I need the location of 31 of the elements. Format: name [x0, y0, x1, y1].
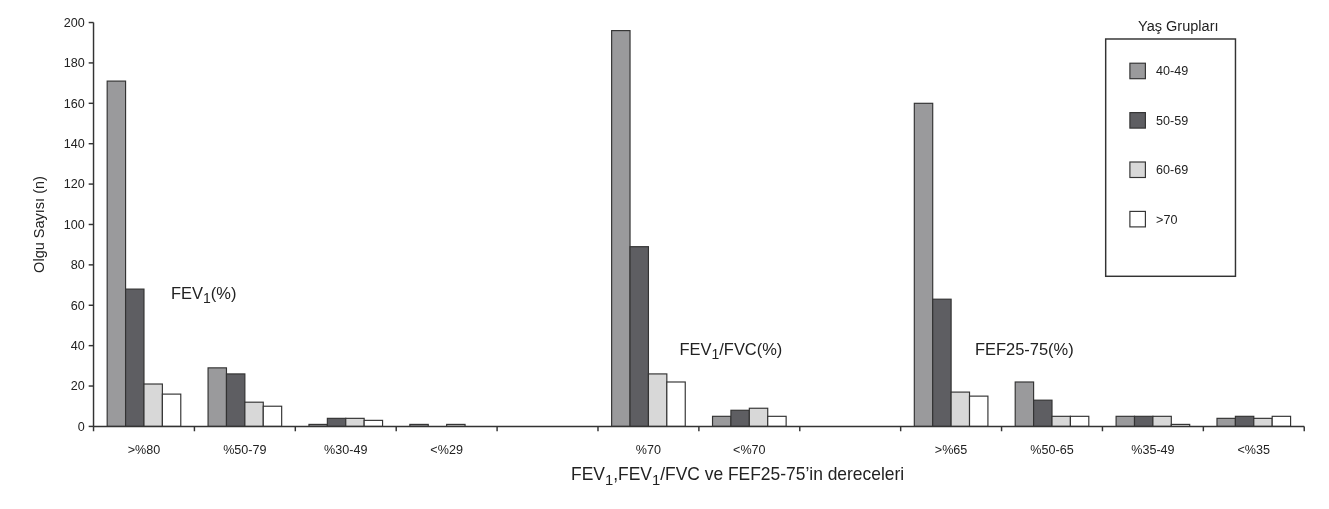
y-tick-label: 200	[63, 15, 85, 30]
x-tick-label: <%70	[733, 442, 766, 457]
legend-label: 50-59	[1156, 113, 1189, 128]
y-tick-label: 120	[63, 177, 85, 192]
annotation: FEV$_{1}$/FVC(%)	[679, 339, 783, 362]
x-axis-title: FEV$_{1}$,FEV$_{1}$/FVC ve FEF25-75’in dereceleri	[571, 463, 905, 488]
x-tick-label: <%35	[1237, 442, 1271, 457]
x-tick-label: <%29	[430, 442, 463, 457]
annotation: FEF25-75(%)	[974, 339, 1074, 358]
annotation: FEV$_{1}$(%)	[171, 283, 237, 306]
y-tick-label: 180	[63, 56, 85, 71]
legend-label: 40-49	[1156, 64, 1189, 79]
y-axis-title: Olgu Sayısı (n)	[31, 176, 48, 273]
y-tick-label: 60	[70, 298, 85, 313]
y-tick-label: 20	[70, 379, 85, 394]
y-tick-label: 80	[70, 258, 85, 273]
x-tick-label: %30-49	[324, 442, 368, 457]
y-tick-label: 40	[70, 339, 85, 354]
x-tick-label: %50-79	[223, 442, 267, 457]
y-tick-label: 160	[63, 96, 85, 111]
legend-title: Yaş Grupları	[1138, 18, 1219, 35]
x-tick-label: >%80	[127, 442, 161, 457]
legend-label: >70	[1156, 212, 1178, 227]
legend-label: 60-69	[1156, 163, 1189, 178]
x-tick-label: >%65	[934, 442, 968, 457]
y-tick-label: 100	[63, 217, 85, 232]
x-tick-label: %50-65	[1030, 442, 1074, 457]
x-tick-label: %70	[635, 442, 662, 457]
y-tick-label: 0	[77, 419, 85, 434]
y-tick-label: 140	[63, 137, 85, 152]
x-tick-label: %35-49	[1131, 442, 1175, 457]
